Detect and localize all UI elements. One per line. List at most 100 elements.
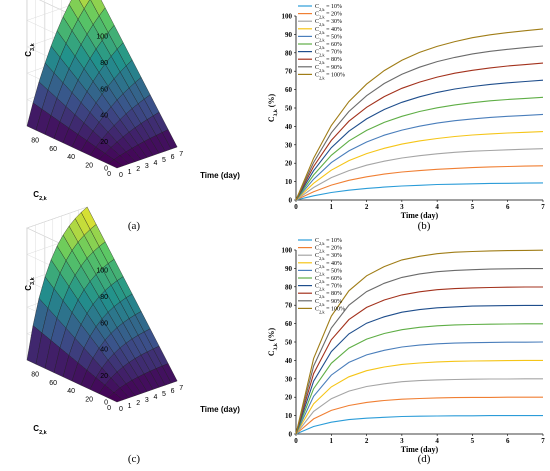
y-axis-label-main: C <box>33 190 39 199</box>
legend-entry-8: C2,k = 90% <box>315 299 342 308</box>
x-tick-label: 3 <box>145 163 149 170</box>
y-tick-label: 20 <box>85 163 93 170</box>
y-axis-label-main: C <box>267 116 276 122</box>
panel-label-b: (b) <box>418 220 431 232</box>
legend-suffix: = 60% <box>325 42 342 48</box>
y-tick-label: 80 <box>31 137 39 144</box>
y-tick-label: 100 <box>282 13 293 21</box>
y-axis-label-sub: 2,k <box>39 430 48 436</box>
z-axis-label: C3,k <box>24 276 36 290</box>
legend-entry-1: C2,k = 20% <box>315 246 342 255</box>
legend-suffix: = 50% <box>325 268 342 274</box>
y-tick-label: 60 <box>285 86 293 94</box>
y-tick-label: 100 <box>282 247 293 255</box>
series-line-0 <box>295 182 544 201</box>
legend-sub: 2,k <box>319 279 325 285</box>
y-tick-label: 40 <box>285 123 293 131</box>
series-line-4 <box>295 341 544 435</box>
y-tick-label: 10 <box>285 178 293 186</box>
legend-name: C <box>315 299 319 305</box>
legend-sub: 2,k <box>319 22 325 28</box>
legend-sub: 2,k <box>319 45 325 51</box>
y-axis-label: C2,k <box>33 190 47 202</box>
series-line-1 <box>295 396 543 435</box>
z-tick-label: 60 <box>100 320 108 327</box>
legend-sub: 2,k <box>319 256 325 262</box>
legend-entry-8: C2,k = 90% <box>315 65 342 74</box>
y-tick-label: 40 <box>67 388 75 395</box>
legend-suffix: = 60% <box>325 276 342 282</box>
x-tick-label: 4 <box>435 203 439 211</box>
legend-sub: 2,k <box>319 301 325 307</box>
y-tick-label: 20 <box>285 160 293 168</box>
legend-suffix: = 90% <box>325 65 342 71</box>
z-axis-label-main: C <box>24 285 33 291</box>
legend-name: C <box>315 42 319 48</box>
x-tick-label: 0 <box>119 406 123 413</box>
series-line-2 <box>295 148 544 201</box>
legend-sub: 2,k <box>319 67 325 73</box>
surface-patch <box>161 129 178 150</box>
legend-name: C <box>315 27 319 33</box>
legend-name: C <box>315 268 319 274</box>
y-axis-label-sub: 3,k <box>273 342 279 350</box>
legend-name: C <box>315 12 319 18</box>
y-tick-label: 40 <box>67 154 75 161</box>
y-tick-label: 30 <box>285 141 293 149</box>
legend-suffix: = 100% <box>325 72 345 78</box>
series-line-7 <box>295 62 544 201</box>
series-line-8 <box>295 268 543 435</box>
z-tick-label: 20 <box>100 373 108 380</box>
legend-suffix: = 10% <box>325 238 342 244</box>
x-axis-label: Time (day) <box>401 445 439 454</box>
x-tick-label: 2 <box>365 203 369 211</box>
legend-suffix: = 80% <box>325 291 342 297</box>
x-tick-label: 3 <box>400 437 404 445</box>
legend-sub: 2,k <box>319 29 325 35</box>
y-tick-label: 90 <box>285 265 293 273</box>
series-line-4 <box>295 113 544 201</box>
y-tick-label: 60 <box>49 146 57 153</box>
legend-name: C <box>315 4 319 10</box>
y-tick-label: 0 <box>107 405 111 412</box>
legend-entry-2: C2,k = 30% <box>315 19 342 28</box>
y-tick-label: 80 <box>285 283 293 291</box>
legend-sub: 2,k <box>319 248 325 254</box>
legend-name: C <box>315 50 319 56</box>
legend-entry-0: C2,k = 10% <box>315 4 342 13</box>
y-tick-label: 80 <box>31 371 39 378</box>
legend-name: C <box>315 276 319 282</box>
y-tick-label: 30 <box>285 375 293 383</box>
y-tick-label: 70 <box>285 302 293 310</box>
panel-label-c: (c) <box>128 453 141 465</box>
legend-entry-4: C2,k = 50% <box>315 268 342 277</box>
legend-entry-1: C2,k = 20% <box>315 12 342 21</box>
x-axis-label: Time (day) <box>200 171 240 180</box>
z-tick-label: 20 <box>100 139 108 146</box>
legend-name: C <box>315 261 319 267</box>
legend-name: C <box>315 291 319 297</box>
legend-entry-7: C2,k = 80% <box>315 57 342 65</box>
legend-suffix: = 80% <box>325 57 342 63</box>
legend-entry-6: C2,k = 70% <box>315 50 342 59</box>
x-tick-label: 6 <box>506 437 510 445</box>
legend-entry-5: C2,k = 60% <box>315 276 342 285</box>
legend-suffix: = 100% <box>325 306 345 312</box>
y-axis-label-main: C <box>33 424 39 433</box>
y-tick-label: 0 <box>107 171 111 178</box>
x-axis-label: Time (day) <box>401 211 439 220</box>
x-tick-label: 1 <box>330 437 334 445</box>
legend-suffix: = 90% <box>325 299 342 305</box>
y-tick-label: 0 <box>289 431 293 439</box>
x-tick-label: 1 <box>330 203 334 211</box>
y-axis-label: C3,k (%) <box>267 328 279 357</box>
y-tick-label: 40 <box>285 357 293 365</box>
legend-sub: 2,k <box>319 241 325 247</box>
legend-entry-0: C2,k = 10% <box>315 238 342 247</box>
series-line-5 <box>295 323 543 435</box>
legend-entry-7: C2,k = 80% <box>315 291 342 300</box>
y-axis-label-unit: (%) <box>267 328 276 344</box>
legend-suffix: = 70% <box>325 50 342 56</box>
